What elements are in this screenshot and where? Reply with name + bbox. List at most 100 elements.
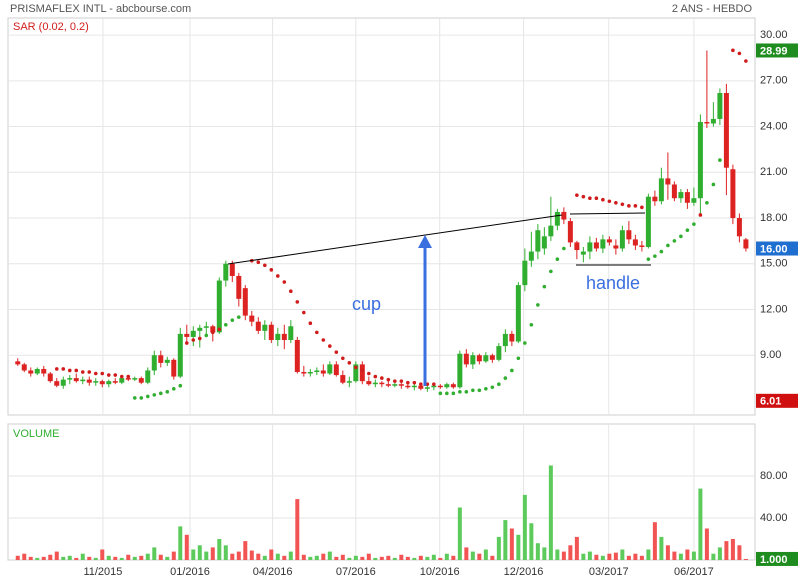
sar-dot xyxy=(360,368,365,373)
candle-body xyxy=(34,368,40,374)
volume-bar xyxy=(685,549,690,560)
candle-body xyxy=(106,381,112,385)
volume-bar xyxy=(607,553,612,560)
volume-bar xyxy=(28,556,33,560)
candle-body xyxy=(119,378,125,383)
volume-bar xyxy=(711,553,716,560)
candle-body xyxy=(704,121,710,124)
candle-body xyxy=(665,178,671,185)
sar-dot xyxy=(354,365,358,370)
y-tick-label: 9.00 xyxy=(760,349,781,361)
volume-bar xyxy=(581,553,586,560)
candle-body xyxy=(112,381,118,383)
volume-bar xyxy=(665,545,670,560)
volume-bar xyxy=(353,555,358,560)
candle-body xyxy=(710,118,716,124)
sar-dot xyxy=(282,280,287,284)
candle-body xyxy=(476,355,482,362)
sar-dot xyxy=(145,394,150,399)
candle-body xyxy=(151,355,157,371)
candle-body xyxy=(600,239,606,249)
candle-body xyxy=(496,346,502,360)
sar-dot xyxy=(516,356,521,361)
candle-body xyxy=(99,381,105,385)
sar-dot xyxy=(171,386,176,391)
candle-body xyxy=(671,184,677,199)
candle-body xyxy=(158,355,164,363)
candle-body xyxy=(398,384,404,386)
volume-bar xyxy=(145,553,150,560)
sar-dot xyxy=(406,380,410,385)
volume-bar xyxy=(717,547,722,560)
sar-dot xyxy=(679,234,683,239)
volume-bar xyxy=(704,528,709,560)
sar-dot xyxy=(191,338,196,342)
candle-body xyxy=(684,192,690,203)
candle-body xyxy=(268,324,274,340)
candle-body xyxy=(353,364,359,382)
chart-subtitle: 2 ANS - HEBDO xyxy=(672,3,753,15)
volume-bar xyxy=(61,556,66,560)
volume-bar xyxy=(22,553,27,560)
x-tick-label: 12/2016 xyxy=(504,566,544,578)
annotation: cup xyxy=(352,294,381,314)
volume-bar xyxy=(106,555,111,560)
candle-body xyxy=(372,382,378,385)
volume-bar xyxy=(477,553,482,560)
candle-body xyxy=(294,339,300,373)
candle-body xyxy=(80,379,86,382)
value-marker xyxy=(756,241,798,256)
candle-body xyxy=(554,211,560,226)
candle-body xyxy=(561,211,567,220)
volume-bar xyxy=(334,556,339,560)
volume-bar xyxy=(418,555,423,560)
annotation: handle xyxy=(586,273,640,293)
sar-dot xyxy=(61,367,66,371)
sar-dot xyxy=(204,333,209,338)
sar-dot xyxy=(523,341,527,345)
sar-dot xyxy=(412,380,417,385)
candle-body xyxy=(333,364,339,376)
candle-body xyxy=(522,260,528,286)
candle-body xyxy=(535,230,541,252)
volume-bar xyxy=(217,538,222,560)
volume-bar xyxy=(321,553,326,560)
candle-body xyxy=(275,333,281,340)
candle-body xyxy=(73,378,79,382)
y-tick-label: 12.00 xyxy=(760,303,788,315)
volume-bar xyxy=(490,555,495,560)
volume-bar xyxy=(191,549,196,560)
value-marker xyxy=(756,43,798,58)
volume-bar xyxy=(639,555,644,560)
sar-dot xyxy=(542,284,547,289)
sar-dot xyxy=(477,388,482,393)
candle-body xyxy=(411,385,417,388)
candle-body xyxy=(60,379,66,386)
sar-dot xyxy=(458,390,462,394)
sar-dot xyxy=(549,269,553,274)
candle-body xyxy=(587,242,593,252)
candle-body xyxy=(242,288,248,316)
candle-body xyxy=(197,327,203,331)
sar-dot xyxy=(497,382,501,387)
value-marker xyxy=(756,393,798,408)
volume-bar xyxy=(295,499,300,560)
volume-bar xyxy=(15,555,20,560)
volume-bar xyxy=(574,536,579,560)
candle-body xyxy=(645,196,651,247)
volume-bar xyxy=(483,549,488,560)
candle-body xyxy=(145,370,151,383)
candle-body xyxy=(203,326,209,328)
sar-dot xyxy=(464,390,469,394)
volume-bar xyxy=(548,465,553,560)
candle-body xyxy=(164,359,170,363)
volume-bar xyxy=(54,551,59,560)
sar-dot xyxy=(419,382,423,387)
candle-body xyxy=(359,364,365,382)
y-tick-label: 18.00 xyxy=(760,212,788,224)
volume-bar xyxy=(522,494,527,560)
volume-bar xyxy=(74,557,79,560)
sar-dot xyxy=(328,344,332,348)
candle-body xyxy=(574,242,580,251)
candle-body xyxy=(327,364,333,374)
